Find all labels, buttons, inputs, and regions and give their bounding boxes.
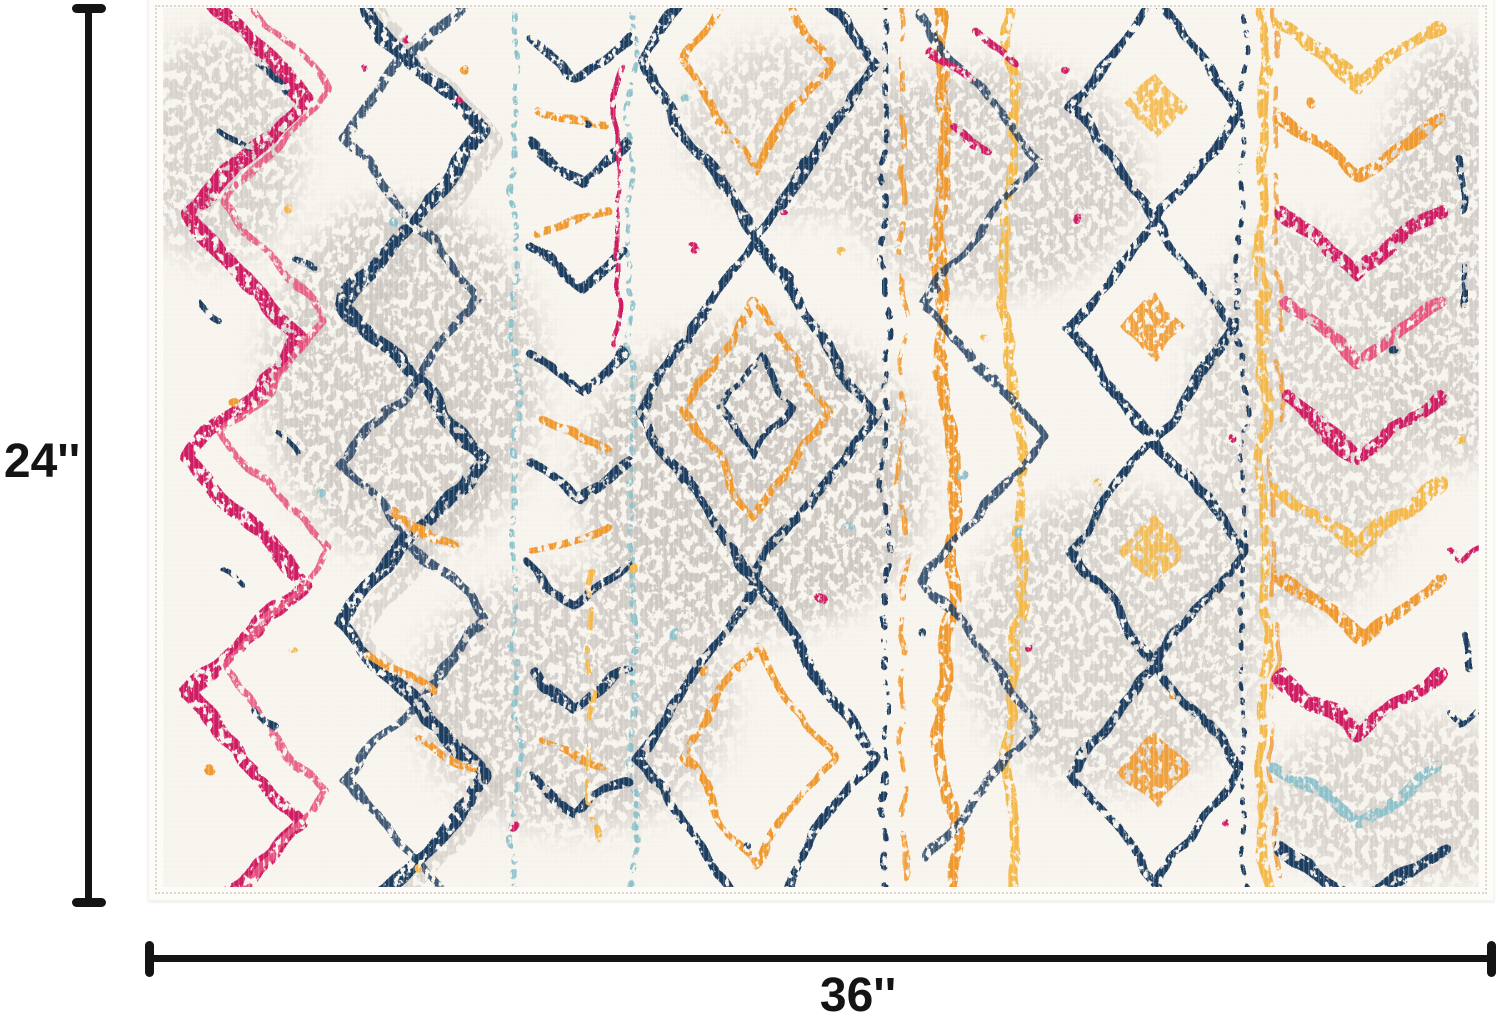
height-dimension-line xyxy=(71,4,106,907)
width-dimension-right-cap xyxy=(1487,940,1496,977)
width-dimension-line xyxy=(145,940,1496,977)
rug-pattern xyxy=(163,8,1479,887)
height-dimension-top-cap xyxy=(71,4,106,13)
weave-texture xyxy=(163,8,1479,887)
height-dimension-label: 24'' xyxy=(3,435,81,488)
width-dimension-left-cap xyxy=(145,940,154,977)
height-dimension-bottom-cap xyxy=(71,898,106,907)
width-dimension-label: 36'' xyxy=(819,969,897,1022)
rug-photo xyxy=(148,0,1494,901)
